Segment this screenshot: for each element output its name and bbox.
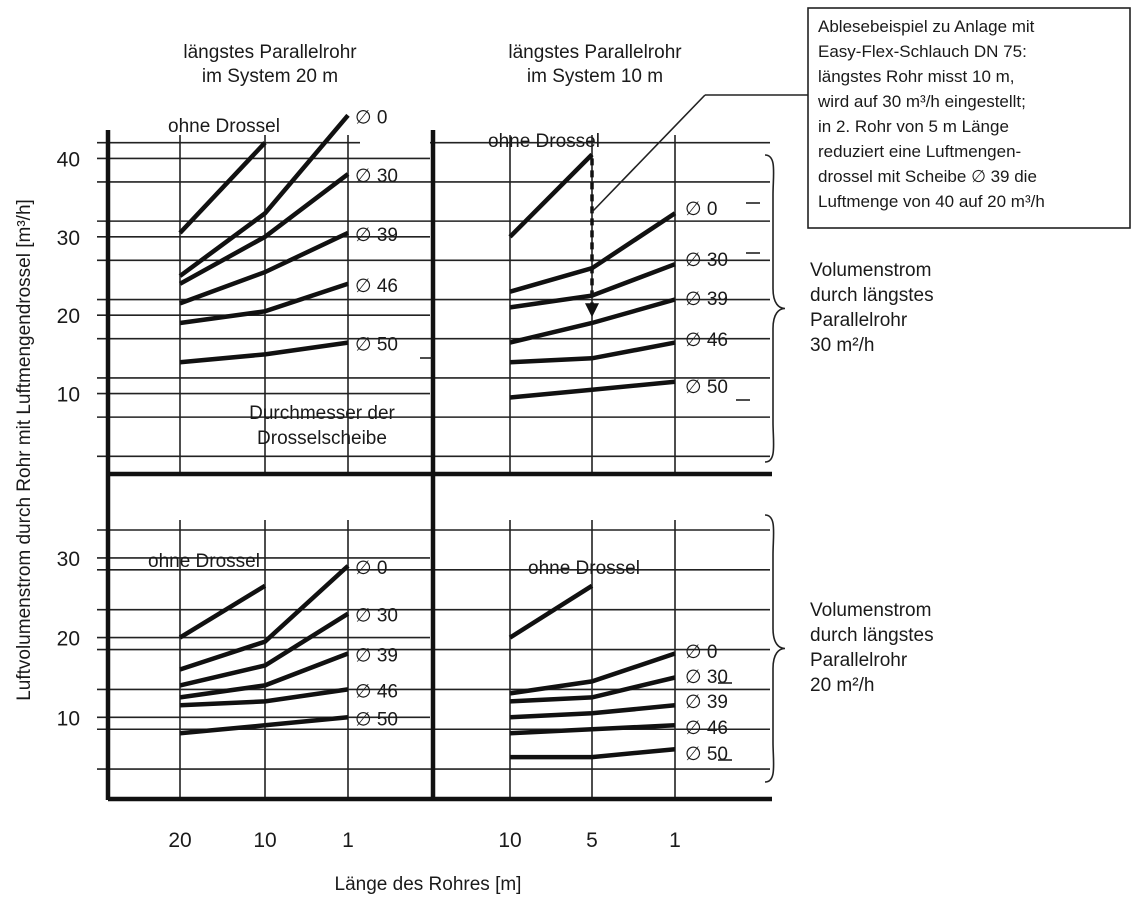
series-line [179, 564, 350, 672]
series-line [510, 746, 676, 760]
series-label: ∅ 30 [355, 606, 398, 627]
series-label: ∅ 46 [355, 276, 398, 297]
annotation-text: Easy-Flex-Schlauch DN 75: [818, 42, 1027, 61]
row-label: Volumenstrom [810, 600, 931, 621]
series-lines [178, 94, 810, 760]
y-tick-label: 20 [57, 628, 80, 651]
center-label: Durchmesser der [249, 403, 395, 424]
no-throttle-label: ohne Drossel [168, 116, 280, 137]
grid-lines [97, 135, 770, 797]
series-label: ∅ 30 [685, 667, 728, 688]
y-tick-label: 40 [57, 148, 80, 171]
example-arrowhead [585, 303, 599, 318]
row-label: durch längstes [810, 625, 934, 646]
x-tick-label: 5 [586, 829, 598, 852]
y-tick-label: 20 [57, 305, 80, 328]
x-tick-label: 20 [168, 829, 191, 852]
y-axis-label: Luftvolumenstrom durch Rohr mit Luftmeng… [14, 199, 35, 701]
series-line [508, 152, 594, 239]
y-tick-label: 10 [57, 384, 80, 407]
series-line [509, 703, 676, 720]
x-tick-label: 10 [498, 829, 521, 852]
series-line [509, 340, 676, 365]
row-label: 30 m²/h [810, 335, 874, 356]
series-label: ∅ 0 [685, 199, 717, 220]
annotation-box [807, 7, 1131, 229]
no-throttle-label: ohne Drossel [148, 551, 260, 572]
chart-text: ∅ 0 ∅ 30 ∅ 39 ∅ 46 ∅ 50 ∅ 0 ∅ 30 ∅ 39 ∅ 46 ∅ 50 ∅ … [14, 7, 1131, 895]
y-tick-label: 30 [57, 548, 80, 571]
annotation-text: längstes Rohr misst 10 m, [818, 67, 1015, 86]
y-tick-label: 10 [57, 707, 80, 730]
x-axis-label: Länge des Rohres [m] [335, 874, 522, 895]
series-label: ∅ 50 [355, 335, 398, 356]
row-label: Parallelrohr [810, 310, 908, 331]
series-label: ∅ 0 [355, 107, 387, 128]
series-line [509, 723, 676, 736]
panel-title: längstes Parallelrohr [183, 42, 357, 63]
series-label: ∅ 50 [685, 744, 728, 765]
series-label: ∅ 39 [685, 289, 728, 310]
y-tick-label: 30 [57, 227, 80, 250]
series-label: ∅ 0 [355, 558, 387, 579]
series-line [179, 715, 349, 736]
series-line [178, 172, 350, 286]
series-label: ∅ 39 [355, 646, 398, 667]
series-label: ∅ 46 [685, 718, 728, 739]
series-label: ∅ 30 [685, 250, 728, 271]
row-brace [764, 154, 786, 463]
annotation-leader [591, 94, 706, 213]
chart-frame [105, 130, 772, 802]
series-label: ∅ 50 [685, 377, 728, 398]
row-label: durch längstes [810, 285, 934, 306]
series-label: ∅ 39 [355, 225, 398, 246]
no-throttle-label: ohne Drossel [488, 131, 600, 152]
series-line [509, 379, 676, 400]
x-tick-label: 10 [253, 829, 276, 852]
panel-title: längstes Parallelrohr [508, 42, 682, 63]
series-line [179, 340, 349, 365]
series-line [178, 583, 267, 640]
series-line [509, 651, 676, 696]
panel-title: im System 20 m [202, 66, 338, 87]
series-line [179, 230, 349, 306]
center-label: Drosselscheibe [257, 428, 387, 449]
series-label: ∅ 30 [355, 166, 398, 187]
annotation-text: drossel mit Scheibe ∅ 39 die [818, 167, 1037, 186]
no-throttle-label: ohne Drossel [528, 558, 640, 579]
series-label: ∅ 0 [685, 642, 717, 663]
x-tick-label: 1 [669, 829, 681, 852]
annotation-text: Ablesebeispiel zu Anlage mit [818, 17, 1035, 36]
x-tick-label: 1 [342, 829, 354, 852]
series-label: ∅ 50 [355, 709, 398, 730]
series-line [179, 281, 349, 326]
panel-title: im System 10 m [527, 66, 663, 87]
row-brace [764, 514, 786, 783]
series-line [509, 297, 676, 345]
series-line [178, 141, 267, 235]
series-line [509, 675, 676, 704]
annotation-text: Luftmenge von 40 auf 20 m³/h [818, 192, 1045, 211]
series-line [178, 113, 350, 278]
series-label: ∅ 46 [685, 330, 728, 351]
annotation-text: reduziert eine Luftmengen- [818, 142, 1021, 161]
row-label: Volumenstrom [810, 260, 931, 281]
series-line [179, 651, 349, 700]
annotation-text: wird auf 30 m³/h eingestellt; [817, 92, 1026, 111]
row-label: 20 m²/h [810, 675, 874, 696]
series-line [179, 611, 350, 688]
row-label: Parallelrohr [810, 650, 908, 671]
series-label: ∅ 46 [355, 681, 398, 702]
series-label: ∅ 39 [685, 692, 728, 713]
series-line [179, 687, 349, 708]
series-line [508, 583, 594, 640]
annotation-text: in 2. Rohr von 5 m Länge [818, 117, 1009, 136]
